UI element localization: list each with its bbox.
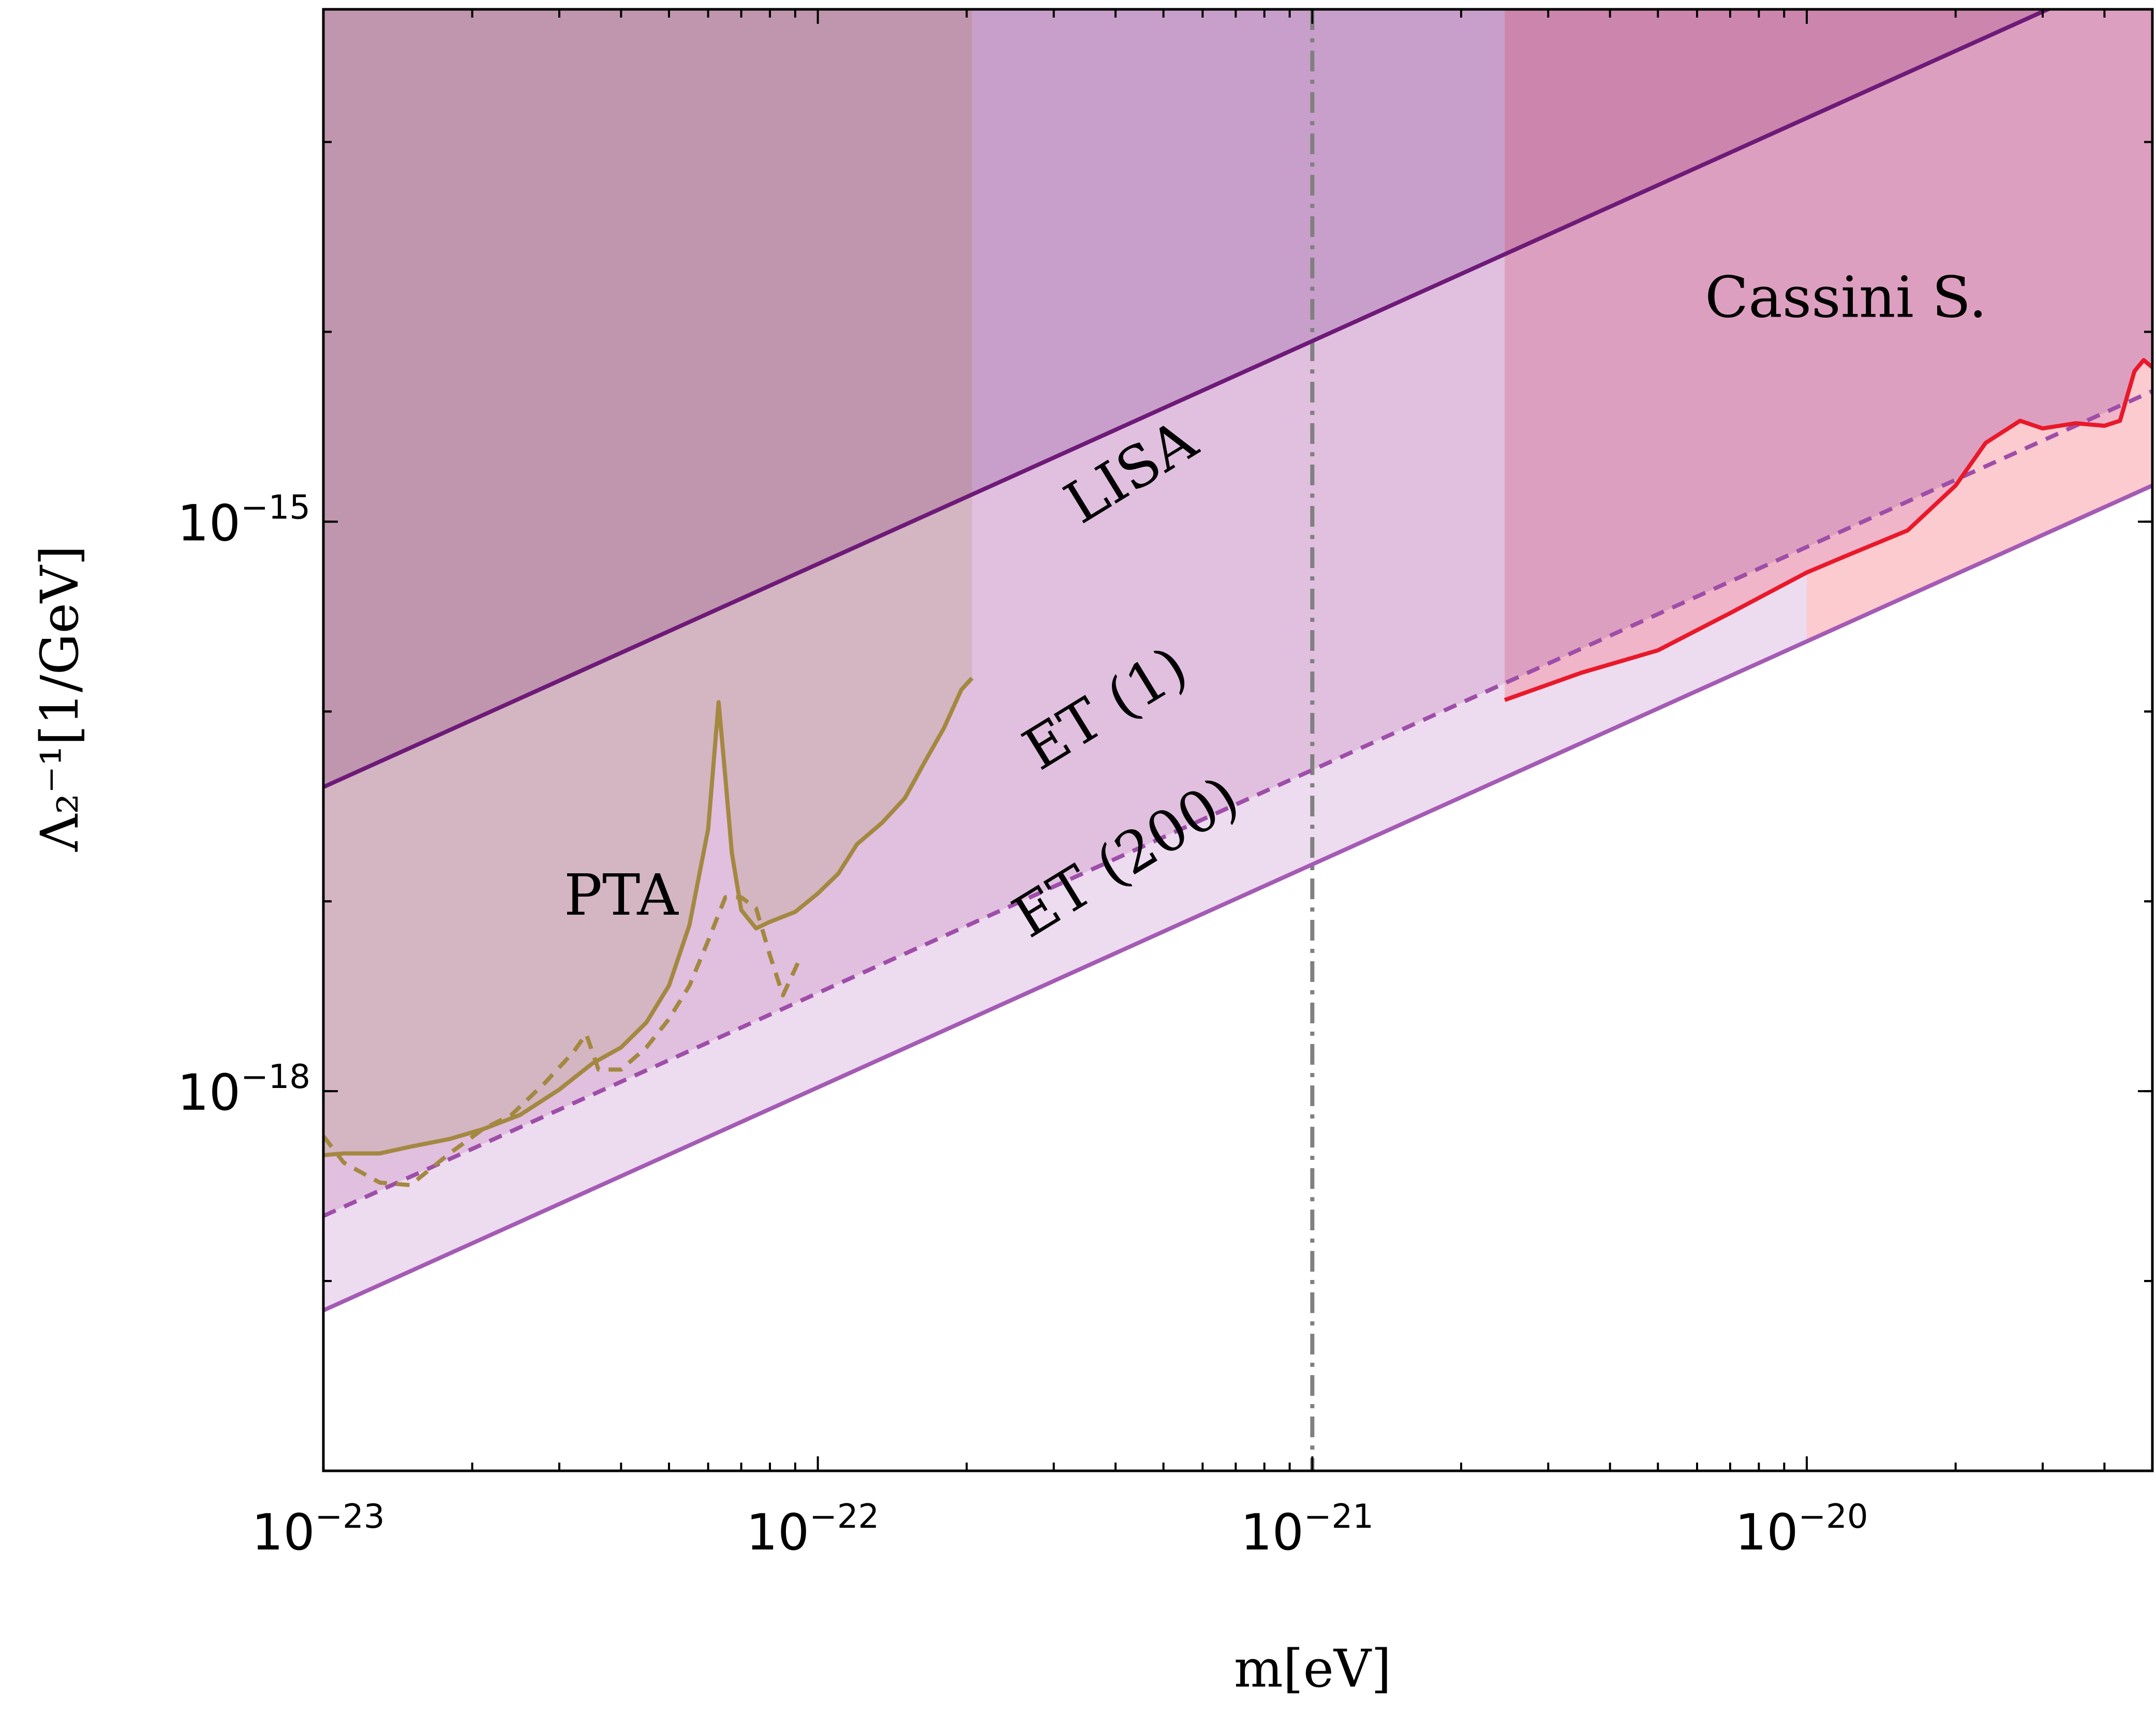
- y-tick-label: 10−18: [177, 1058, 310, 1122]
- cassini-wedge: [1807, 360, 2152, 642]
- y-axis-title: Λ₂⁻¹[1/GeV]: [29, 545, 90, 852]
- axis-ticks: 10−23 10−22 10−21 10−20 10−18 10−15: [177, 9, 2153, 1561]
- series-line-et-200: [323, 483, 2152, 1313]
- plot-frame: [322, 8, 2154, 1472]
- shaded-regions: [323, 9, 2152, 1310]
- x-tick-label: 10−23: [251, 1498, 384, 1561]
- cassini-region-upper: [1505, 9, 2152, 255]
- x-tick-label: 10−20: [1735, 1498, 1868, 1561]
- annotation-cassini-s: Cassini S.: [1705, 264, 1987, 330]
- x-axis-title: m[eV]: [1234, 1638, 1391, 1699]
- series-line-et-1: [323, 389, 2152, 1218]
- series-line-lisa: [323, 9, 2053, 789]
- series-layer: [323, 9, 2152, 1313]
- pta-region: [323, 9, 972, 787]
- x-tick-label: 10−22: [746, 1498, 879, 1561]
- lisa-region: [972, 9, 1505, 495]
- series-line-pta-dashed: [323, 895, 802, 1187]
- annotation-pta: PTA: [564, 862, 679, 928]
- series-line-cassini-s: [1504, 357, 2152, 702]
- x-tick-label: 10−21: [1241, 1498, 1374, 1561]
- y-tick-label: 10−15: [177, 488, 310, 552]
